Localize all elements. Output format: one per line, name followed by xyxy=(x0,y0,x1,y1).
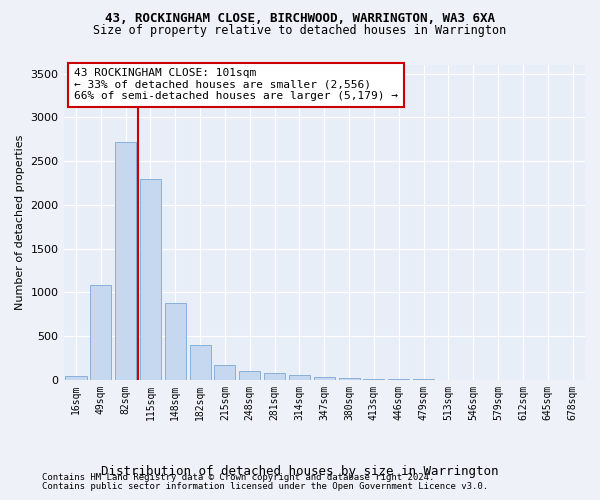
Bar xyxy=(115,142,136,380)
Text: Size of property relative to detached houses in Warrington: Size of property relative to detached ho… xyxy=(94,24,506,37)
Bar xyxy=(90,286,112,380)
Bar xyxy=(65,376,86,380)
Text: 43 ROCKINGHAM CLOSE: 101sqm
← 33% of detached houses are smaller (2,556)
66% of : 43 ROCKINGHAM CLOSE: 101sqm ← 33% of det… xyxy=(74,68,398,102)
Bar xyxy=(190,345,211,380)
Bar xyxy=(165,303,186,380)
Y-axis label: Number of detached properties: Number of detached properties xyxy=(15,135,25,310)
Bar xyxy=(214,364,235,380)
Bar xyxy=(314,377,335,380)
Bar xyxy=(388,379,409,380)
Text: Contains public sector information licensed under the Open Government Licence v3: Contains public sector information licen… xyxy=(42,482,488,491)
Bar xyxy=(239,371,260,380)
Text: Distribution of detached houses by size in Warrington: Distribution of detached houses by size … xyxy=(101,465,499,478)
Bar xyxy=(364,379,385,380)
Text: 43, ROCKINGHAM CLOSE, BIRCHWOOD, WARRINGTON, WA3 6XA: 43, ROCKINGHAM CLOSE, BIRCHWOOD, WARRING… xyxy=(105,12,495,26)
Bar xyxy=(338,378,359,380)
Text: Contains HM Land Registry data © Crown copyright and database right 2024.: Contains HM Land Registry data © Crown c… xyxy=(42,474,434,482)
Bar xyxy=(140,178,161,380)
Bar xyxy=(289,375,310,380)
Bar xyxy=(264,374,285,380)
